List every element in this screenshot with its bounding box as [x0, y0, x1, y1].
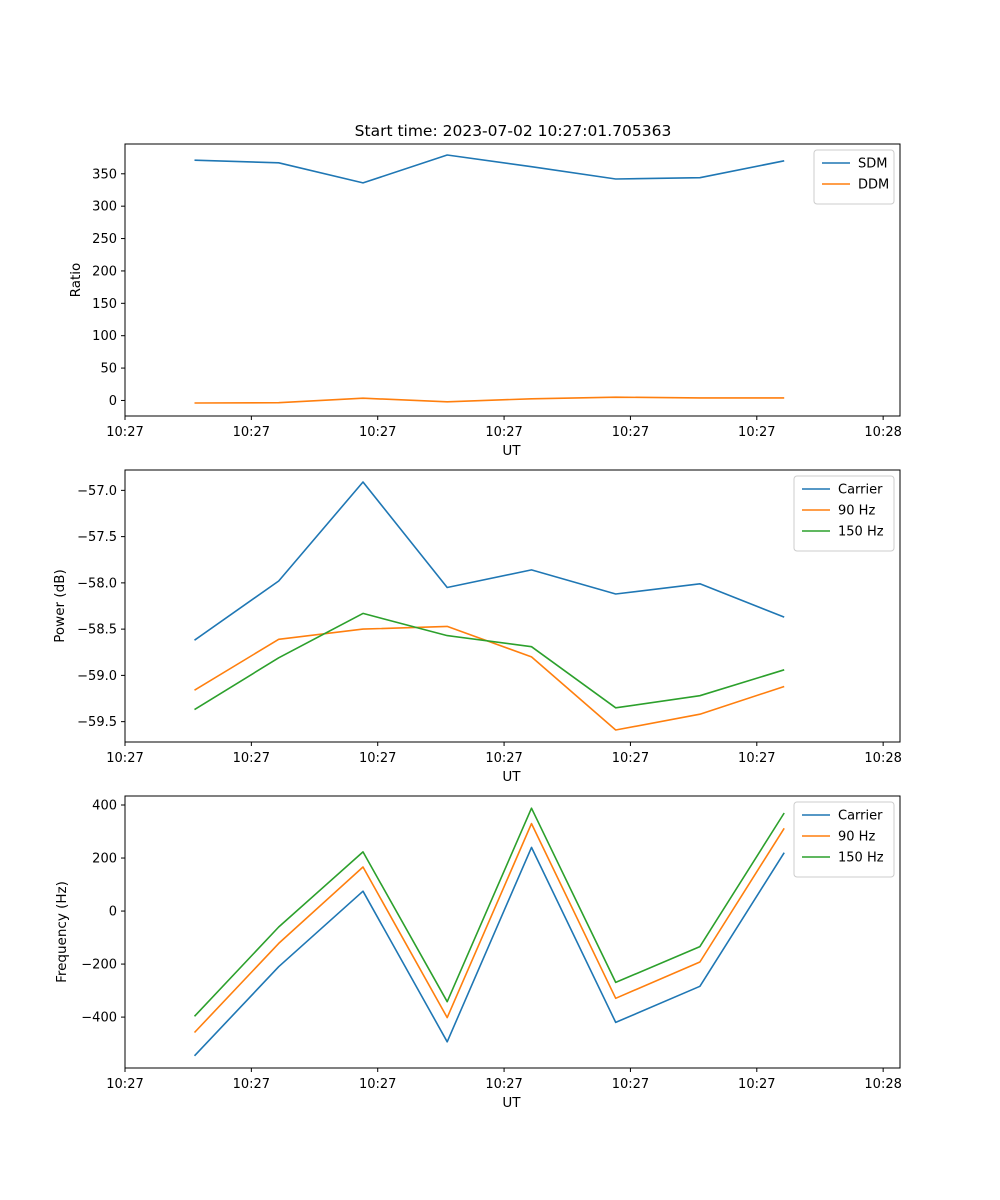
- panels: 10:27 10:27 10:27 10:27 10:27 10:27 10:28 0 50 10…: [52, 143, 902, 1111]
- series-line-carrier: [193, 846, 785, 1057]
- legend: SDM DDM: [813, 149, 895, 205]
- y-tick-label: −59.5: [77, 715, 117, 730]
- y-tick-label: −57.5: [77, 530, 117, 545]
- series-line-ddm: [194, 396, 785, 404]
- y-tick-label: 50: [100, 362, 117, 377]
- series-line-sdm: [194, 154, 785, 184]
- x-tick-label: 10:27: [359, 425, 396, 440]
- x-tick-label: 10:27: [106, 1077, 143, 1092]
- y-axis-label: Ratio: [68, 263, 84, 298]
- x-tick-label: 10:27: [612, 425, 649, 440]
- x-tick-label: 10:28: [864, 425, 901, 440]
- y-axis-label: Frequency (Hz): [54, 881, 70, 983]
- y-tick-label: 100: [92, 329, 117, 344]
- y-tick-label: −58.0: [77, 576, 117, 591]
- legend-label: DDM: [858, 178, 889, 193]
- series-line-150-hz: [193, 807, 785, 1017]
- plot-frame: [124, 143, 901, 417]
- y-tick-label: 350: [92, 167, 117, 182]
- series-line-150-hz: [194, 612, 785, 711]
- x-tick-label: 10:27: [485, 751, 522, 766]
- x-tick-label: 10:27: [738, 1077, 775, 1092]
- x-tick-label: 10:27: [106, 751, 143, 766]
- x-tick-label: 10:28: [864, 751, 901, 766]
- y-tick-label: −58.5: [77, 623, 117, 638]
- x-tick-label: 10:27: [233, 425, 270, 440]
- legend-label: 90 Hz: [838, 504, 875, 519]
- x-axis-label: UT: [502, 443, 521, 459]
- y-tick-label: −200: [81, 958, 117, 973]
- x-tick-label: 10:27: [612, 751, 649, 766]
- legend: Carrier 90 Hz 150 Hz: [793, 801, 895, 878]
- x-tick-label: 10:27: [106, 425, 143, 440]
- y-tick-label: −400: [81, 1011, 117, 1026]
- y-tick-label: 200: [92, 264, 117, 279]
- x-tick-label: 10:27: [233, 751, 270, 766]
- y-tick-label: −57.0: [77, 484, 117, 499]
- legend-label: Carrier: [838, 809, 883, 824]
- figure-title: Start time: 2023-07-02 10:27:01.705363: [355, 122, 672, 140]
- legend-label: Carrier: [838, 483, 883, 498]
- chart-panel-3: 10:27 10:27 10:27 10:27 10:27 10:27 10:28 −400 −…: [54, 795, 902, 1111]
- plot-frame: [124, 469, 901, 743]
- y-tick-label: 400: [92, 799, 117, 814]
- x-tick-label: 10:27: [359, 751, 396, 766]
- legend: Carrier 90 Hz 150 Hz: [793, 475, 895, 552]
- x-tick-label: 10:27: [359, 1077, 396, 1092]
- x-tick-label: 10:27: [485, 425, 522, 440]
- y-tick-label: 150: [92, 297, 117, 312]
- legend-label: 150 Hz: [838, 525, 884, 540]
- y-tick-label: 200: [92, 852, 117, 867]
- y-tick-label: −59.0: [77, 669, 117, 684]
- series-line-90-hz: [193, 822, 785, 1034]
- y-tick-label: 300: [92, 200, 117, 215]
- x-tick-label: 10:27: [485, 1077, 522, 1092]
- series-line-carrier: [194, 481, 785, 641]
- legend-label: SDM: [858, 157, 887, 172]
- x-tick-label: 10:27: [233, 1077, 270, 1092]
- x-axis-label: UT: [502, 1095, 521, 1111]
- x-tick-label: 10:27: [612, 1077, 649, 1092]
- plot-frame: [124, 795, 901, 1069]
- chart-panel-1: 10:27 10:27 10:27 10:27 10:27 10:27 10:28 0 50 10…: [68, 143, 902, 459]
- y-axis-label: Power (dB): [52, 569, 68, 642]
- legend-label: 90 Hz: [838, 830, 875, 845]
- y-tick-label: 250: [92, 232, 117, 247]
- y-tick-label: 0: [109, 394, 117, 409]
- legend-box: [793, 801, 895, 878]
- legend-box: [793, 475, 895, 552]
- x-tick-label: 10:27: [738, 425, 775, 440]
- chart-panel-2: 10:27 10:27 10:27 10:27 10:27 10:27 10:28 −59.5…: [52, 469, 902, 785]
- x-tick-label: 10:27: [738, 751, 775, 766]
- x-axis-label: UT: [502, 769, 521, 785]
- y-tick-label: 0: [109, 905, 117, 920]
- x-tick-label: 10:28: [864, 1077, 901, 1092]
- legend-label: 150 Hz: [838, 851, 884, 866]
